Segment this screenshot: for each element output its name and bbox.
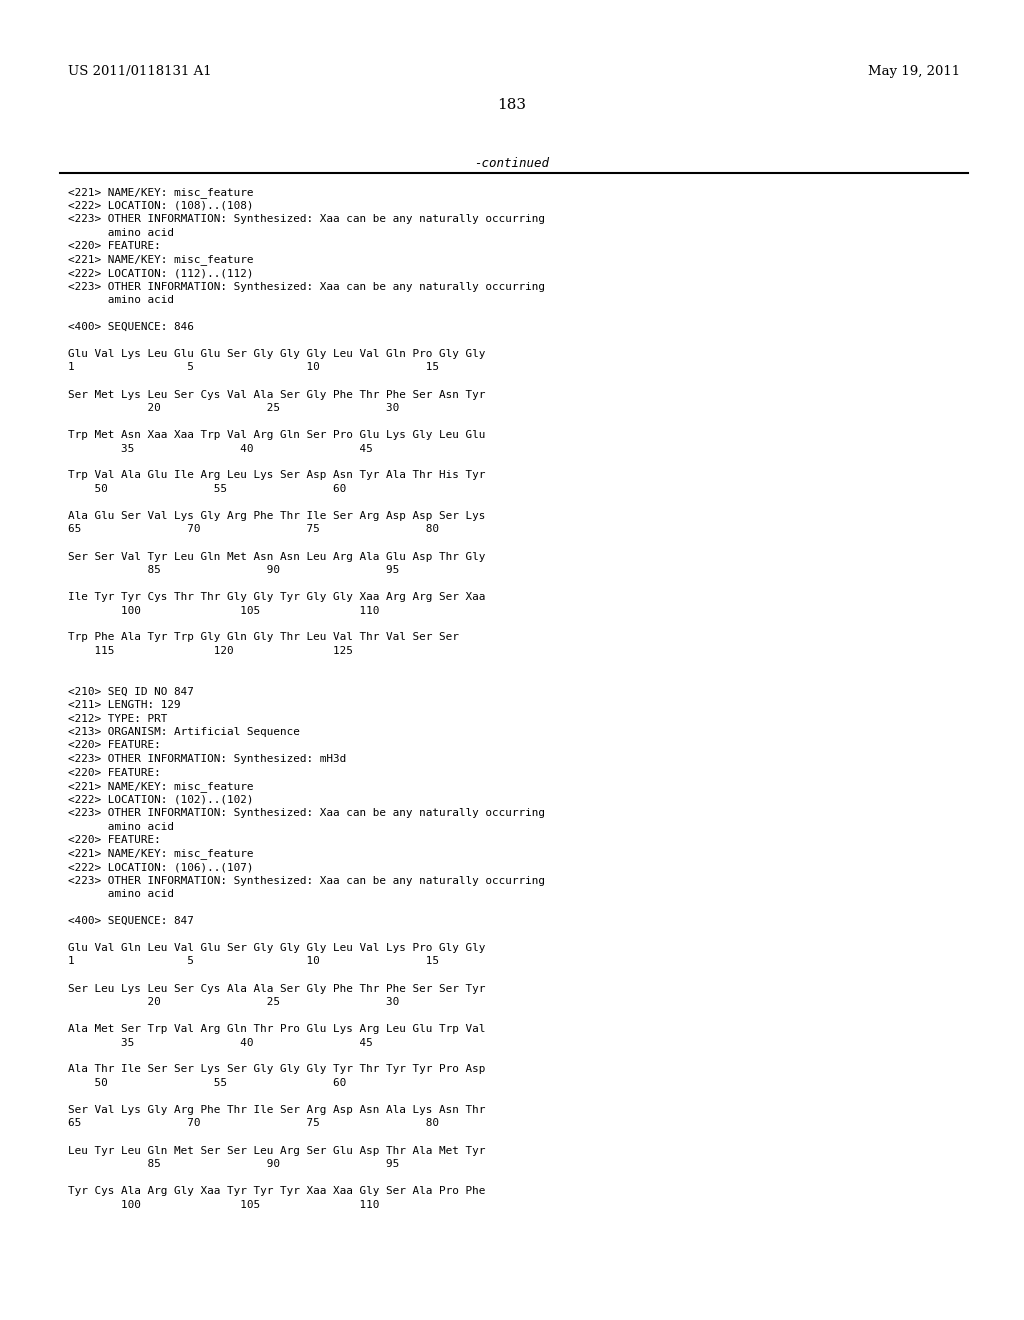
Text: May 19, 2011: May 19, 2011 — [868, 65, 961, 78]
Text: <223> OTHER INFORMATION: Synthesized: mH3d: <223> OTHER INFORMATION: Synthesized: mH… — [68, 754, 346, 764]
Text: 65                70                75                80: 65 70 75 80 — [68, 524, 439, 535]
Text: <223> OTHER INFORMATION: Synthesized: Xaa can be any naturally occurring: <223> OTHER INFORMATION: Synthesized: Xa… — [68, 808, 545, 818]
Text: Ser Leu Lys Leu Ser Cys Ala Ala Ser Gly Phe Thr Phe Ser Ser Tyr: Ser Leu Lys Leu Ser Cys Ala Ala Ser Gly … — [68, 983, 485, 994]
Text: 20                25                30: 20 25 30 — [68, 403, 399, 413]
Text: <223> OTHER INFORMATION: Synthesized: Xaa can be any naturally occurring: <223> OTHER INFORMATION: Synthesized: Xa… — [68, 281, 545, 292]
Text: 65                70                75                80: 65 70 75 80 — [68, 1118, 439, 1129]
Text: 50                55                60: 50 55 60 — [68, 484, 346, 494]
Text: <222> LOCATION: (108)..(108): <222> LOCATION: (108)..(108) — [68, 201, 254, 210]
Text: amino acid: amino acid — [68, 227, 174, 238]
Text: amino acid: amino acid — [68, 294, 174, 305]
Text: Leu Tyr Leu Gln Met Ser Ser Leu Arg Ser Glu Asp Thr Ala Met Tyr: Leu Tyr Leu Gln Met Ser Ser Leu Arg Ser … — [68, 1146, 485, 1155]
Text: <212> TYPE: PRT: <212> TYPE: PRT — [68, 714, 167, 723]
Text: <221> NAME/KEY: misc_feature: <221> NAME/KEY: misc_feature — [68, 781, 254, 792]
Text: <222> LOCATION: (102)..(102): <222> LOCATION: (102)..(102) — [68, 795, 254, 804]
Text: Ala Thr Ile Ser Ser Lys Ser Gly Gly Gly Tyr Thr Tyr Tyr Pro Asp: Ala Thr Ile Ser Ser Lys Ser Gly Gly Gly … — [68, 1064, 485, 1074]
Text: <220> FEATURE:: <220> FEATURE: — [68, 836, 161, 845]
Text: amino acid: amino acid — [68, 821, 174, 832]
Text: Ser Met Lys Leu Ser Cys Val Ala Ser Gly Phe Thr Phe Ser Asn Tyr: Ser Met Lys Leu Ser Cys Val Ala Ser Gly … — [68, 389, 485, 400]
Text: Ser Ser Val Tyr Leu Gln Met Asn Asn Leu Arg Ala Glu Asp Thr Gly: Ser Ser Val Tyr Leu Gln Met Asn Asn Leu … — [68, 552, 485, 561]
Text: Ile Tyr Tyr Cys Thr Thr Gly Gly Tyr Gly Gly Xaa Arg Arg Ser Xaa: Ile Tyr Tyr Cys Thr Thr Gly Gly Tyr Gly … — [68, 591, 485, 602]
Text: 100               105               110: 100 105 110 — [68, 1200, 379, 1209]
Text: 50                55                60: 50 55 60 — [68, 1078, 346, 1088]
Text: 85                90                95: 85 90 95 — [68, 1159, 399, 1170]
Text: 1                 5                 10                15: 1 5 10 15 — [68, 957, 439, 966]
Text: 115               120               125: 115 120 125 — [68, 645, 353, 656]
Text: 35                40                45: 35 40 45 — [68, 1038, 373, 1048]
Text: <211> LENGTH: 129: <211> LENGTH: 129 — [68, 700, 180, 710]
Text: -continued: -continued — [474, 157, 550, 170]
Text: <221> NAME/KEY: misc_feature: <221> NAME/KEY: misc_feature — [68, 255, 254, 265]
Text: Ala Met Ser Trp Val Arg Gln Thr Pro Glu Lys Arg Leu Glu Trp Val: Ala Met Ser Trp Val Arg Gln Thr Pro Glu … — [68, 1024, 485, 1034]
Text: amino acid: amino acid — [68, 888, 174, 899]
Text: 35                40                45: 35 40 45 — [68, 444, 373, 454]
Text: <220> FEATURE:: <220> FEATURE: — [68, 242, 161, 251]
Text: 183: 183 — [498, 98, 526, 112]
Text: <400> SEQUENCE: 846: <400> SEQUENCE: 846 — [68, 322, 194, 333]
Text: <213> ORGANISM: Artificial Sequence: <213> ORGANISM: Artificial Sequence — [68, 727, 300, 737]
Text: Tyr Cys Ala Arg Gly Xaa Tyr Tyr Tyr Xaa Xaa Gly Ser Ala Pro Phe: Tyr Cys Ala Arg Gly Xaa Tyr Tyr Tyr Xaa … — [68, 1185, 485, 1196]
Text: <221> NAME/KEY: misc_feature: <221> NAME/KEY: misc_feature — [68, 187, 254, 198]
Text: <220> FEATURE:: <220> FEATURE: — [68, 741, 161, 751]
Text: Trp Val Ala Glu Ile Arg Leu Lys Ser Asp Asn Tyr Ala Thr His Tyr: Trp Val Ala Glu Ile Arg Leu Lys Ser Asp … — [68, 470, 485, 480]
Text: <221> NAME/KEY: misc_feature: <221> NAME/KEY: misc_feature — [68, 849, 254, 859]
Text: <222> LOCATION: (112)..(112): <222> LOCATION: (112)..(112) — [68, 268, 254, 279]
Text: <210> SEQ ID NO 847: <210> SEQ ID NO 847 — [68, 686, 194, 697]
Text: US 2011/0118131 A1: US 2011/0118131 A1 — [68, 65, 212, 78]
Text: Glu Val Lys Leu Glu Glu Ser Gly Gly Gly Leu Val Gln Pro Gly Gly: Glu Val Lys Leu Glu Glu Ser Gly Gly Gly … — [68, 348, 485, 359]
Text: <223> OTHER INFORMATION: Synthesized: Xaa can be any naturally occurring: <223> OTHER INFORMATION: Synthesized: Xa… — [68, 214, 545, 224]
Text: <222> LOCATION: (106)..(107): <222> LOCATION: (106)..(107) — [68, 862, 254, 873]
Text: <223> OTHER INFORMATION: Synthesized: Xaa can be any naturally occurring: <223> OTHER INFORMATION: Synthesized: Xa… — [68, 875, 545, 886]
Text: Trp Phe Ala Tyr Trp Gly Gln Gly Thr Leu Val Thr Val Ser Ser: Trp Phe Ala Tyr Trp Gly Gln Gly Thr Leu … — [68, 632, 459, 643]
Text: Ala Glu Ser Val Lys Gly Arg Phe Thr Ile Ser Arg Asp Asp Ser Lys: Ala Glu Ser Val Lys Gly Arg Phe Thr Ile … — [68, 511, 485, 521]
Text: 100               105               110: 100 105 110 — [68, 606, 379, 615]
Text: Ser Val Lys Gly Arg Phe Thr Ile Ser Arg Asp Asn Ala Lys Asn Thr: Ser Val Lys Gly Arg Phe Thr Ile Ser Arg … — [68, 1105, 485, 1115]
Text: 20                25                30: 20 25 30 — [68, 997, 399, 1007]
Text: Glu Val Gln Leu Val Glu Ser Gly Gly Gly Leu Val Lys Pro Gly Gly: Glu Val Gln Leu Val Glu Ser Gly Gly Gly … — [68, 942, 485, 953]
Text: Trp Met Asn Xaa Xaa Trp Val Arg Gln Ser Pro Glu Lys Gly Leu Glu: Trp Met Asn Xaa Xaa Trp Val Arg Gln Ser … — [68, 430, 485, 440]
Text: 85                90                95: 85 90 95 — [68, 565, 399, 576]
Text: <400> SEQUENCE: 847: <400> SEQUENCE: 847 — [68, 916, 194, 927]
Text: 1                 5                 10                15: 1 5 10 15 — [68, 363, 439, 372]
Text: <220> FEATURE:: <220> FEATURE: — [68, 767, 161, 777]
